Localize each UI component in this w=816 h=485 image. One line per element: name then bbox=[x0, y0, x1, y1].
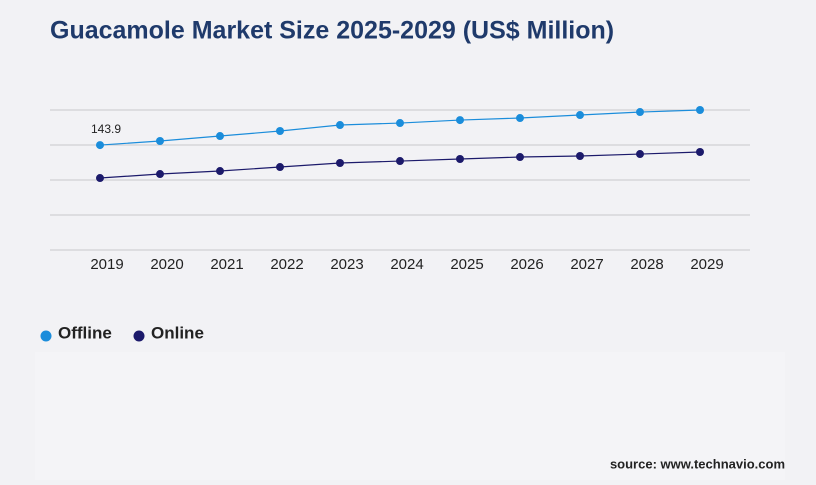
data-point bbox=[96, 174, 104, 183]
x-tick-label: 2025 bbox=[450, 256, 483, 273]
data-point bbox=[516, 153, 524, 162]
data-point bbox=[396, 119, 404, 128]
data-point bbox=[396, 157, 404, 166]
data-point bbox=[576, 111, 584, 120]
x-tick-label: 2019 bbox=[90, 256, 123, 273]
x-tick-label: 2027 bbox=[570, 256, 603, 273]
x-tick-label: 2020 bbox=[150, 256, 183, 273]
data-point bbox=[576, 152, 584, 161]
legend-label: Online bbox=[151, 323, 204, 342]
data-label: 143.9 bbox=[91, 122, 121, 136]
data-point bbox=[516, 114, 524, 123]
x-tick-label: 2021 bbox=[210, 256, 243, 273]
legend-label: Offline bbox=[58, 323, 112, 342]
chart-title: Guacamole Market Size 2025-2029 (US$ Mil… bbox=[50, 17, 614, 45]
x-tick-label: 2023 bbox=[330, 256, 363, 273]
data-point bbox=[636, 108, 644, 117]
x-tick-label: 2022 bbox=[270, 256, 303, 273]
data-point bbox=[336, 121, 344, 130]
panel bbox=[35, 352, 785, 480]
x-tick-label: 2029 bbox=[690, 256, 723, 273]
data-point bbox=[456, 116, 464, 125]
x-tick-label: 2026 bbox=[510, 256, 543, 273]
legend-marker bbox=[133, 330, 145, 342]
legend-marker bbox=[40, 330, 52, 342]
data-point bbox=[696, 148, 704, 156]
data-point bbox=[336, 159, 344, 168]
data-point bbox=[276, 163, 284, 172]
source: source: www.technavio.com bbox=[610, 456, 785, 471]
data-point bbox=[216, 167, 224, 176]
data-point bbox=[156, 136, 164, 145]
data-point bbox=[276, 127, 284, 135]
data-point bbox=[96, 141, 104, 150]
data-point bbox=[456, 155, 464, 163]
data-point bbox=[696, 106, 704, 114]
data-point bbox=[216, 132, 224, 141]
x-tick-label: 2028 bbox=[630, 256, 663, 273]
x-tick-label: 2024 bbox=[390, 256, 423, 273]
data-point bbox=[636, 150, 644, 159]
data-point bbox=[156, 170, 164, 179]
